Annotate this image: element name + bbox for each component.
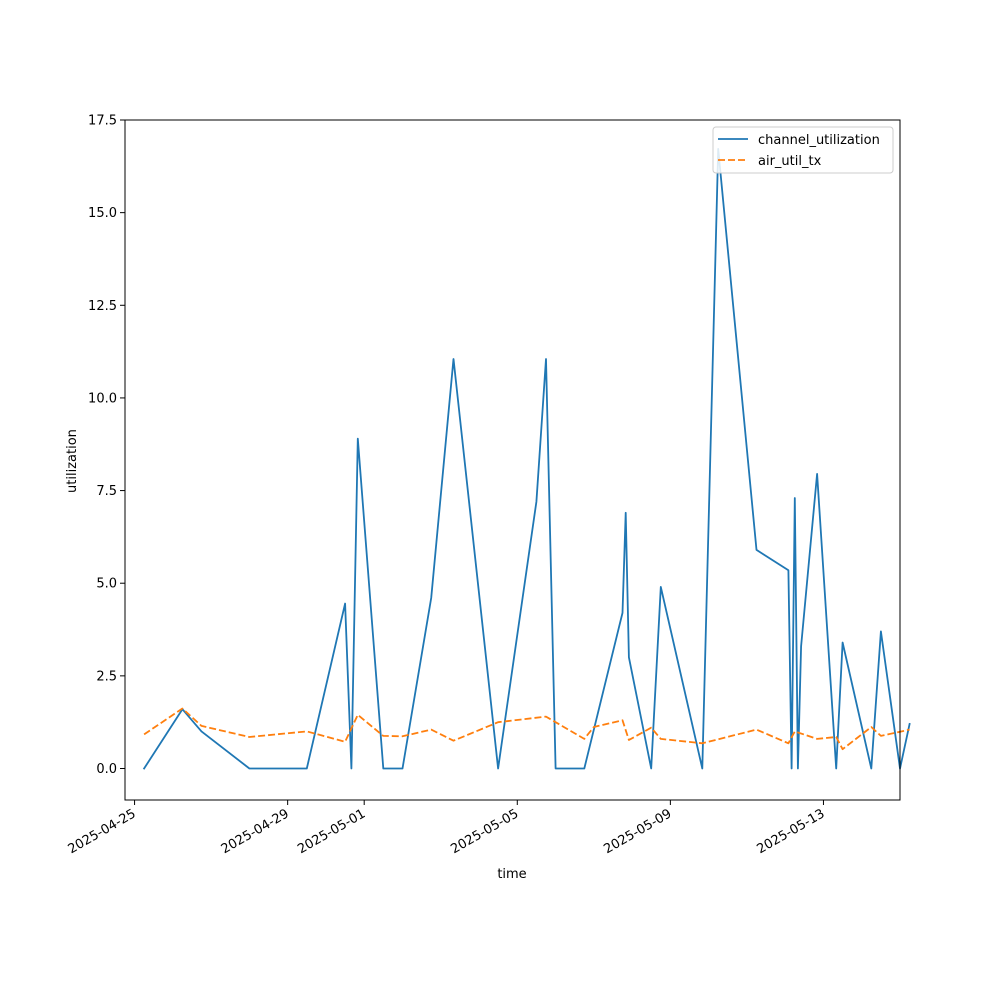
- legend-box: [712, 126, 894, 174]
- series-layer: [142, 147, 911, 770]
- x-axis-label: time: [497, 867, 526, 882]
- y-tick-label: 12.5: [88, 299, 117, 314]
- series-line-air_util_tx: [143, 707, 910, 751]
- y-tick-label: 5.0: [96, 577, 117, 592]
- plot-frame: [124, 119, 901, 801]
- legend-label-air_util_tx: air_util_tx: [758, 154, 822, 169]
- y-axis: 0.0 2.5 5.0 7.5 10.0 12.5 15.0 17.5: [88, 114, 125, 777]
- y-tick-label: 0.0: [96, 762, 117, 777]
- legend: channel_utilization air_util_tx: [712, 126, 894, 174]
- y-axis-label: utilization: [65, 429, 80, 493]
- y-tick-label: 10.0: [88, 391, 117, 406]
- y-tick-label: 7.5: [96, 484, 117, 499]
- series-line-channel_utilization: [142, 147, 911, 770]
- y-tick-label: 17.5: [88, 114, 117, 129]
- y-tick-label: 15.0: [88, 206, 117, 221]
- y-tick-label: 2.5: [96, 669, 117, 684]
- legend-label-channel_utilization: channel_utilization: [758, 133, 880, 148]
